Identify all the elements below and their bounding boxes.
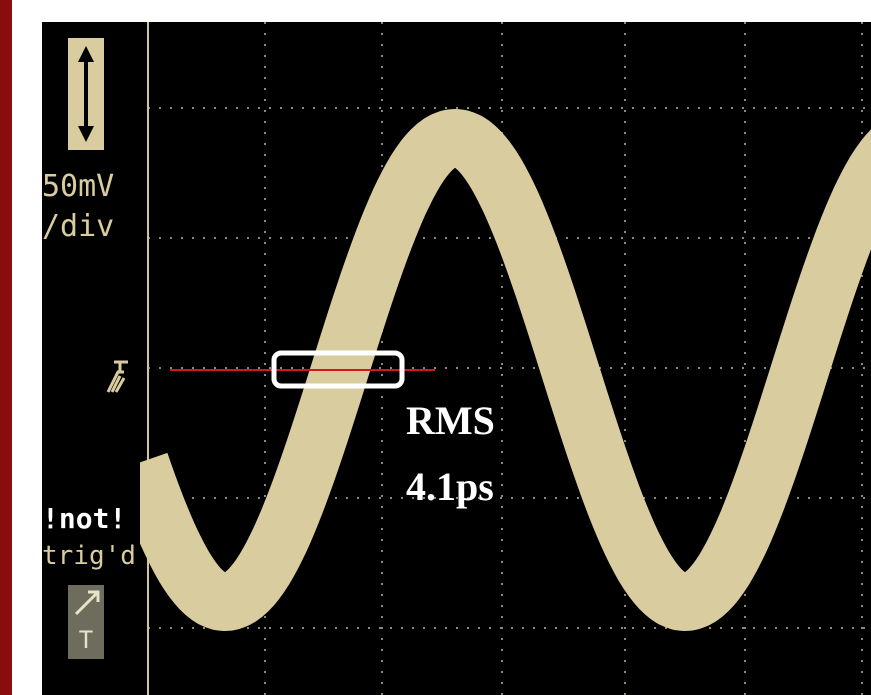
margin — [12, 0, 42, 695]
annotation-value: 4.1ps — [406, 464, 494, 509]
annotation-label: RMS — [406, 398, 495, 443]
side-bar-edge — [0, 0, 12, 695]
trigger-button-label: T — [79, 626, 93, 654]
top-margin — [42, 0, 871, 22]
scope-screenshot: RMS 4.1ps 50mV /div !not! trig'd T — [0, 0, 871, 695]
scale-amplitude: 50mV — [42, 169, 114, 204]
scale-unit: /div — [42, 209, 114, 244]
page: {"scale": {"amplitude": "50mV", "unit": … — [0, 0, 871, 695]
trigger-state: trig'd — [42, 541, 136, 571]
trigger-status: !not! — [42, 502, 126, 535]
